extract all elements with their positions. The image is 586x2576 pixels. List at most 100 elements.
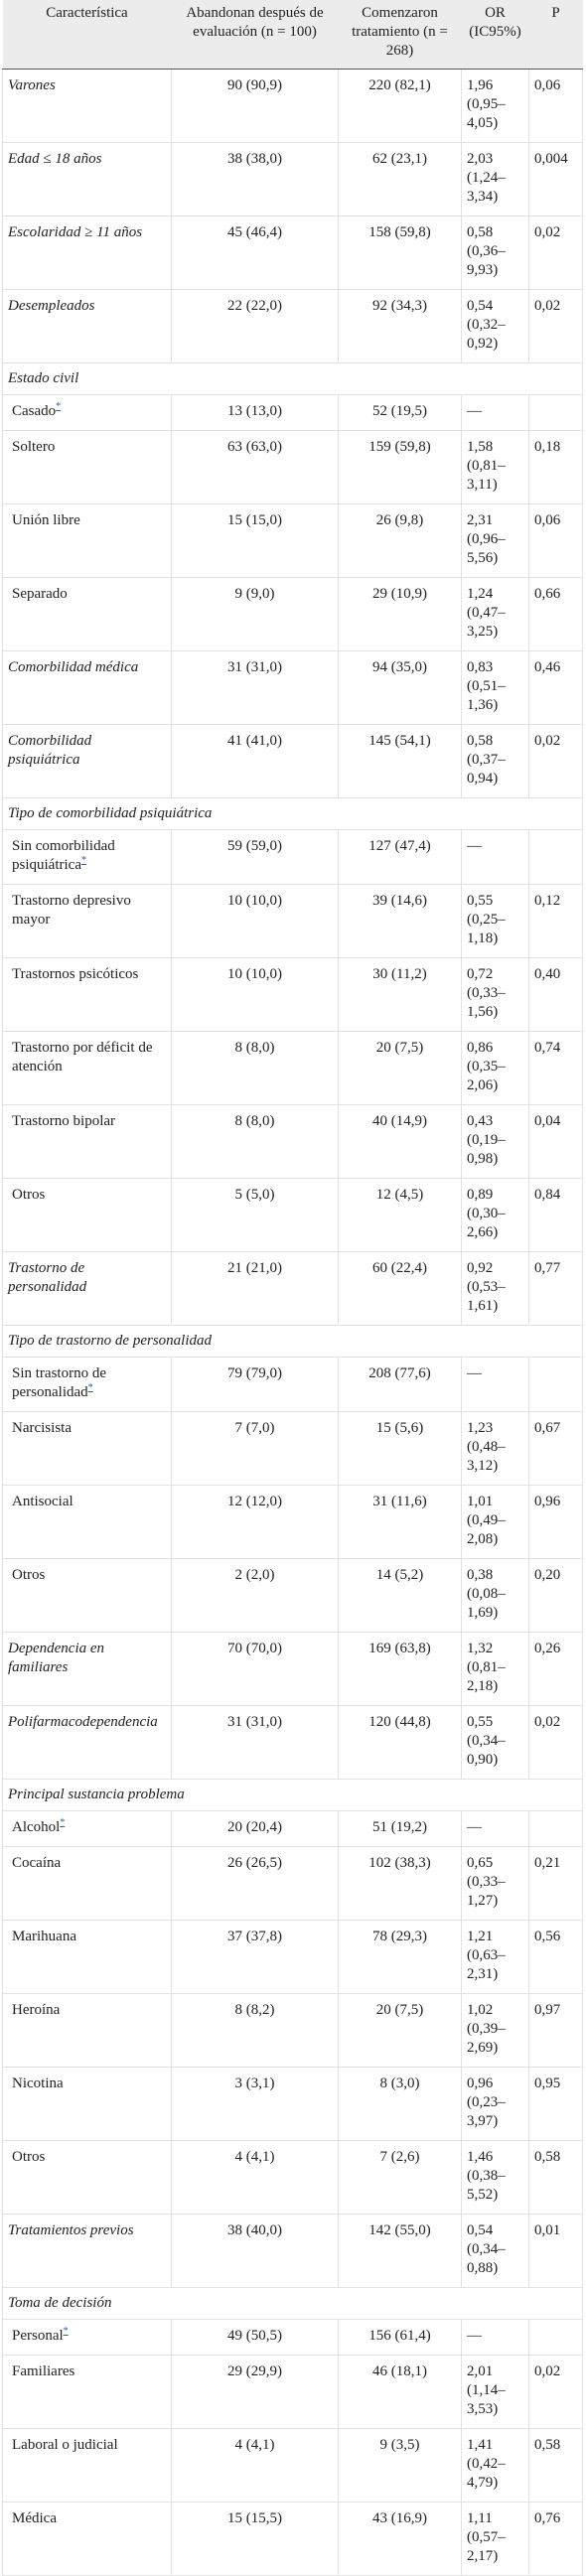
cell: 0,38 (0,08–1,69) <box>461 1558 529 1633</box>
table-row: Personal* 49 (50,5) 156 (61,4) — <box>2 2319 583 2356</box>
cell-text: 158 (59,8) <box>368 224 431 240</box>
table-row: Varones 90 (90,9) 220 (82,1) 1,96 (0,95–4,0… <box>2 69 583 143</box>
row-label: Alcohol* <box>2 1810 172 1847</box>
cell <box>528 1357 583 1412</box>
cell: 0,96 <box>528 1485 583 1559</box>
cell: 0,18 <box>528 430 583 504</box>
table-row: Edad ≤ 18 años 38 (38,0) 62 (23,1) 2,03 (1,… <box>2 142 583 216</box>
cell: 13 (13,0) <box>171 394 339 431</box>
cell: 0,97 <box>528 1993 583 2068</box>
cell-text: Desempleados <box>8 298 95 314</box>
row-label: Edad ≤ 18 años <box>2 142 172 216</box>
cell: 0,83 (0,51–1,36) <box>461 650 529 725</box>
footnote-link[interactable]: * <box>87 1382 93 1393</box>
row-label: Casado* <box>2 394 172 431</box>
cell-text: Tratamientos previos <box>8 2222 134 2238</box>
table-row: Trastorno por déficit de atención 8 (8,0)… <box>2 1031 583 1105</box>
cell-text: Dependencia en familiares <box>8 1641 105 1675</box>
cell: 1,21 (0,63–2,31) <box>461 1920 529 1994</box>
footnote-link[interactable]: * <box>80 855 86 866</box>
cell: 0,04 <box>528 1104 583 1179</box>
cell-text: 0,65 (0,33–1,27) <box>467 1855 506 1909</box>
row-label: Trastorno depresivo mayor <box>2 884 172 958</box>
cell: 4 (4,1) <box>171 2428 339 2503</box>
cell: 220 (82,1) <box>338 69 462 143</box>
column-header: Comenzaron tratamiento (n = 268) <box>338 0 462 70</box>
cell-text: 169 (63,8) <box>368 1641 431 1656</box>
cell-text: Antisocial <box>12 1494 73 1509</box>
cell-text: 62 (23,1) <box>372 151 427 167</box>
cell-text: 0,43 (0,19–0,98) <box>467 1113 506 1167</box>
cell-text: 60 (22,4) <box>372 1260 427 1276</box>
cell: 31 (31,0) <box>171 1705 339 1780</box>
cell: 30 (11,2) <box>338 957 462 1032</box>
table-row: Tratamientos previos 38 (40,0) 142 (55,0) 0… <box>2 2214 583 2288</box>
row-label: Polifarmacodependencia <box>2 1705 172 1780</box>
cell-text: 0,58 <box>534 2149 561 2165</box>
table-row: Otros 2 (2,0) 14 (5,2) 0,38 (0,08–1,69) 0,20 <box>2 1558 583 1633</box>
cell: 2,01 (1,14–3,53) <box>461 2355 529 2429</box>
row-label: Separado <box>2 577 172 651</box>
cell: 120 (44,8) <box>338 1705 462 1780</box>
cell: 0,66 <box>528 577 583 651</box>
cell: 49 (50,5) <box>171 2319 339 2356</box>
row-label: Soltero <box>2 430 172 504</box>
cell-text: Unión libre <box>12 512 80 528</box>
section-header: Tipo de trastorno de personalidad <box>2 1325 583 1358</box>
column-header: P <box>528 0 583 70</box>
cell: 0,26 <box>528 1632 583 1706</box>
table-row: Narcisista 7 (7,0) 15 (5,6) 1,23 (0,48–3,12… <box>2 1411 583 1486</box>
row-label: Marihuana <box>2 1920 172 1994</box>
cell: 0,12 <box>528 884 583 958</box>
cell: 0,96 (0,23–3,97) <box>461 2067 529 2141</box>
cell-text: Alcohol <box>12 1819 61 1835</box>
footnote-link[interactable]: * <box>63 2326 69 2337</box>
row-label: Sin comorbilidad psiquiátrica* <box>2 829 172 885</box>
cell: 0,89 (0,30–2,66) <box>461 1178 529 1252</box>
cell-text: 127 (47,4) <box>368 838 431 854</box>
cell-text: 0,20 <box>534 1567 561 1583</box>
cell-text: 52 (19,5) <box>372 403 427 419</box>
table-row: Escolaridad ≥ 11 años 45 (46,4) 158 (59,8)… <box>2 215 583 290</box>
cell: 20 (7,5) <box>338 1031 462 1105</box>
cell-text: 3 (3,1) <box>234 2075 275 2091</box>
cell: 52 (19,5) <box>338 394 462 431</box>
row-label: Trastornos psicóticos <box>2 957 172 1032</box>
cell-text: 2 (2,0) <box>234 1567 275 1583</box>
cell-text: 145 (54,1) <box>368 733 431 749</box>
cell-text: 0,54 (0,34–0,88) <box>467 2222 506 2276</box>
cell-text: Otros <box>12 1187 46 1203</box>
footnote-link[interactable]: * <box>60 1817 66 1828</box>
cell: — <box>461 1357 529 1412</box>
cell-text: 0,004 <box>534 151 568 167</box>
row-label: Varones <box>2 69 172 143</box>
cell: 0,02 <box>528 2355 583 2429</box>
cell-text: Marihuana <box>12 1929 76 1944</box>
header-row: Característica Abandonan después de evalu… <box>2 0 583 70</box>
cell: 0,20 <box>528 1558 583 1633</box>
cell-text: 0,58 (0,37–0,94) <box>467 733 506 787</box>
table-row: Cocaína 26 (26,5) 102 (38,3) 0,65 (0,33–1,2… <box>2 1846 583 1921</box>
cell: 208 (77,6) <box>338 1357 462 1412</box>
cell-text: 9 (9,0) <box>234 586 275 602</box>
cell-text: Médica <box>12 2510 57 2526</box>
cell-text: 38 (40,0) <box>227 2222 282 2238</box>
cell-text: Separado <box>12 586 68 602</box>
cell-text: 2,01 (1,14–3,53) <box>467 2363 506 2417</box>
cell-text: 78 (29,3) <box>372 1929 427 1944</box>
cell: 0,56 <box>528 1920 583 1994</box>
cell: 8 (8,0) <box>171 1031 339 1105</box>
cell-text: 14 (5,2) <box>375 1567 424 1583</box>
table-row: Laboral o judicial 4 (4,1) 9 (3,5) 1,41 (0,… <box>2 2428 583 2503</box>
footnote-link[interactable]: * <box>56 401 62 412</box>
cell-text: Otros <box>12 1567 46 1583</box>
cell-text: Casado <box>12 403 57 419</box>
cell-text: 1,23 (0,48–3,12) <box>467 1420 506 1474</box>
cell-text: 2,03 (1,24–3,34) <box>467 151 506 205</box>
cell-text: Trastorno bipolar <box>12 1113 116 1129</box>
cell: 9 (3,5) <box>338 2428 462 2503</box>
cell: 0,77 <box>528 1251 583 1326</box>
cell-text: Comorbilidad psiquiátrica <box>8 733 92 768</box>
cell-text: 49 (50,5) <box>227 2328 282 2344</box>
cell-text: 7 (7,0) <box>234 1420 275 1436</box>
